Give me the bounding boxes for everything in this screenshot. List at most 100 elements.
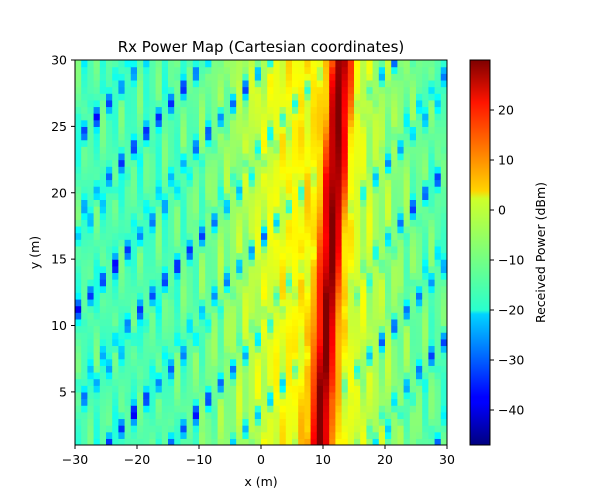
heatmap-cell — [106, 179, 113, 187]
heatmap-cell — [267, 239, 274, 247]
heatmap-cell — [434, 133, 442, 141]
heatmap-cell — [335, 338, 343, 347]
heatmap-cell — [254, 405, 262, 413]
heatmap-cell — [180, 79, 188, 88]
heatmap-cell — [366, 199, 374, 207]
heatmap-cell — [267, 119, 274, 127]
heatmap-cell — [199, 259, 206, 267]
heatmap-cell — [323, 338, 330, 347]
heatmap-cell — [372, 113, 380, 121]
heatmap-cell — [316, 279, 324, 287]
heatmap-cell — [254, 425, 262, 433]
heatmap-cell — [403, 99, 411, 108]
heatmap-cell — [99, 126, 107, 134]
heatmap-cell — [397, 133, 405, 141]
heatmap-cell — [341, 146, 349, 154]
heatmap-cell — [267, 245, 274, 254]
heatmap-cell — [316, 60, 324, 68]
heatmap-cell — [161, 99, 169, 108]
heatmap-cell — [292, 385, 299, 393]
heatmap-cell — [304, 325, 312, 333]
heatmap-cell — [192, 272, 200, 280]
heatmap-cell — [143, 245, 150, 254]
heatmap-cell — [366, 232, 374, 240]
heatmap-cell — [242, 418, 250, 426]
heatmap-cell — [211, 292, 219, 300]
heatmap-cell — [304, 352, 312, 360]
heatmap-cell — [192, 325, 200, 333]
heatmap-cell — [428, 192, 436, 200]
heatmap-cell — [205, 225, 212, 234]
heatmap-cell — [143, 152, 150, 161]
heatmap-cell — [248, 292, 256, 300]
heatmap-cell — [335, 212, 343, 220]
heatmap-cell — [285, 232, 293, 240]
heatmap-cell — [254, 438, 262, 445]
heatmap-cell — [118, 113, 126, 121]
heatmap-cell — [285, 272, 293, 280]
heatmap-cell — [137, 192, 144, 200]
heatmap-cell — [261, 378, 268, 386]
heatmap-cell — [310, 405, 318, 413]
heatmap-cell — [155, 239, 163, 247]
heatmap-cell — [285, 113, 293, 121]
heatmap-cell — [199, 338, 206, 347]
heatmap-cell — [440, 398, 447, 406]
heatmap-cell — [372, 272, 380, 280]
heatmap-cell — [118, 232, 126, 240]
heatmap-cell — [236, 225, 243, 234]
heatmap-cell — [217, 139, 225, 147]
heatmap-cell — [378, 285, 386, 293]
heatmap-cell — [192, 252, 200, 260]
heatmap-cell — [372, 66, 380, 74]
heatmap-cell — [161, 365, 169, 373]
heatmap-cell — [267, 60, 274, 68]
heatmap-cell — [205, 146, 212, 154]
heatmap-cell — [112, 365, 119, 373]
x-tick-label: −10 — [186, 452, 212, 467]
heatmap-cell — [118, 312, 126, 320]
heatmap-cell — [137, 232, 144, 240]
heatmap-cell — [354, 371, 361, 380]
heatmap-cell — [360, 225, 367, 234]
heatmap-cell — [335, 219, 343, 227]
heatmap-cell — [174, 206, 181, 214]
heatmap-cell — [378, 305, 386, 313]
heatmap-cell — [347, 86, 355, 94]
heatmap-cell — [416, 199, 423, 207]
heatmap-cell — [341, 232, 349, 240]
heatmap-cell — [409, 325, 417, 333]
heatmap-cell — [310, 398, 318, 406]
heatmap-cell — [366, 418, 374, 426]
heatmap-cell — [87, 292, 95, 300]
heatmap-cell — [298, 126, 305, 134]
heatmap-cell — [360, 272, 367, 280]
heatmap-cell — [112, 425, 119, 433]
heatmap-cell — [149, 418, 157, 426]
heatmap-cell — [434, 60, 442, 68]
heatmap-cell — [230, 113, 237, 121]
heatmap-cell — [292, 219, 299, 227]
heatmap-cell — [341, 378, 349, 386]
heatmap-cell — [230, 325, 237, 333]
heatmap-cell — [347, 60, 355, 68]
heatmap-cell — [155, 219, 163, 227]
heatmap-cell — [155, 106, 163, 114]
heatmap-cell — [192, 159, 200, 167]
heatmap-cell — [397, 425, 405, 433]
heatmap-cell — [385, 172, 392, 181]
heatmap-cell — [354, 172, 361, 181]
heatmap-cell — [428, 252, 436, 260]
heatmap-cell — [254, 279, 262, 287]
heatmap-cell — [236, 378, 243, 386]
heatmap-cell — [366, 265, 374, 274]
heatmap-cell — [248, 305, 256, 313]
heatmap-cell — [316, 418, 324, 426]
heatmap-cell — [304, 378, 312, 386]
heatmap-cell — [316, 325, 324, 333]
x-tick-label: 30 — [439, 452, 455, 467]
heatmap-cell — [118, 133, 126, 141]
heatmap-cell — [211, 146, 219, 154]
heatmap-cell — [93, 365, 101, 373]
heatmap-cell — [385, 438, 392, 445]
